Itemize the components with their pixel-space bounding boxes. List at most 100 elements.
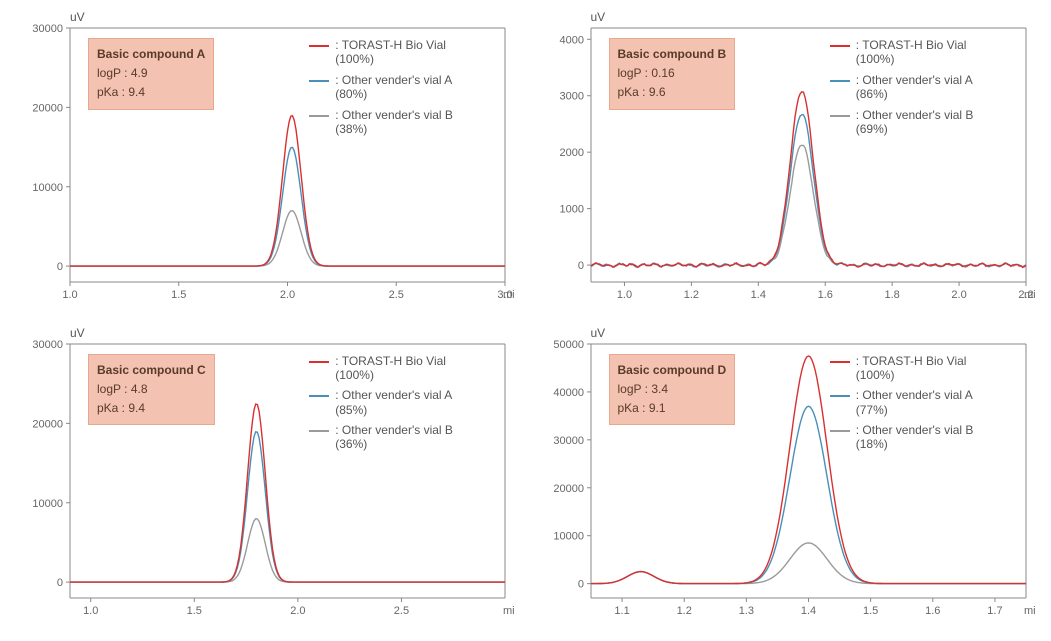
svg-text:30000: 30000 (32, 23, 63, 35)
compound-logp: logP : 4.8 (97, 380, 206, 399)
svg-text:1.5: 1.5 (862, 605, 877, 617)
legend: : TORAST-H Bio Vial(100%) : Other vender'… (309, 354, 453, 458)
legend-label: : TORAST-H Bio Vial(100%) (856, 354, 967, 383)
legend-swatch-icon (309, 115, 329, 117)
svg-text:1.1: 1.1 (614, 605, 629, 617)
svg-text:1.0: 1.0 (616, 289, 631, 301)
compound-logp: logP : 0.16 (618, 64, 727, 83)
x-unit-label: min (1024, 289, 1036, 301)
svg-text:2.0: 2.0 (280, 289, 295, 301)
svg-text:0: 0 (57, 261, 63, 273)
svg-text:1.7: 1.7 (987, 605, 1002, 617)
compound-logp: logP : 4.9 (97, 64, 205, 83)
svg-text:1.0: 1.0 (62, 289, 77, 301)
legend-item: : TORAST-H Bio Vial(100%) (830, 38, 974, 67)
compound-title: Basic compound A (97, 45, 205, 64)
svg-text:2.5: 2.5 (394, 605, 409, 617)
legend-label: : Other vender's vial B(69%) (856, 108, 974, 137)
chromatogram-trace (70, 211, 505, 266)
svg-text:1.0: 1.0 (83, 605, 98, 617)
legend-swatch-icon (830, 45, 850, 47)
chromatogram-trace (70, 518, 505, 581)
compound-title: Basic compound B (618, 45, 727, 64)
y-unit-label: uV (591, 326, 606, 340)
svg-text:10000: 10000 (32, 182, 63, 194)
svg-text:1.2: 1.2 (676, 605, 691, 617)
chart-panel-A: uV01000020000300001.01.52.02.53.0 minBas… (10, 10, 521, 316)
svg-text:1.3: 1.3 (738, 605, 753, 617)
svg-text:1.6: 1.6 (925, 605, 940, 617)
legend-label: : TORAST-H Bio Vial(100%) (856, 38, 967, 67)
compound-title: Basic compound C (97, 361, 206, 380)
legend-item: : Other vender's vial A(80%) (309, 73, 453, 102)
svg-text:1.4: 1.4 (750, 289, 765, 301)
x-unit-label: min (1024, 605, 1036, 617)
compound-info-box: Basic compound AlogP : 4.9pKa : 9.4 (88, 38, 214, 110)
legend-item: : Other vender's vial B(38%) (309, 108, 453, 137)
legend-item: : Other vender's vial A(77%) (830, 388, 974, 417)
legend-label: : TORAST-H Bio Vial(100%) (335, 38, 446, 67)
compound-pka: pKa : 9.6 (618, 83, 727, 102)
legend-label: : Other vender's vial A(86%) (856, 73, 973, 102)
compound-info-box: Basic compound BlogP : 0.16pKa : 9.6 (609, 38, 736, 110)
compound-logp: logP : 3.4 (618, 380, 727, 399)
legend-label: : Other vender's vial B(18%) (856, 423, 974, 452)
legend-swatch-icon (830, 361, 850, 363)
legend-item: : TORAST-H Bio Vial(100%) (830, 354, 974, 383)
chromatogram-trace (591, 145, 1026, 267)
legend-swatch-icon (309, 395, 329, 397)
svg-text:0: 0 (577, 578, 583, 590)
compound-pka: pKa : 9.4 (97, 83, 205, 102)
chart-panel-D: uV010000200003000040000500001.11.21.31.4… (531, 326, 1042, 632)
x-unit-label: min (503, 605, 515, 617)
svg-text:20000: 20000 (32, 418, 63, 430)
compound-pka: pKa : 9.1 (618, 399, 727, 418)
y-unit-label: uV (591, 10, 606, 24)
y-unit-label: uV (70, 326, 85, 340)
svg-text:0: 0 (57, 577, 63, 589)
legend-item: : Other vender's vial B(69%) (830, 108, 974, 137)
svg-text:3000: 3000 (559, 91, 583, 103)
legend-item: : Other vender's vial A(86%) (830, 73, 974, 102)
compound-info-box: Basic compound ClogP : 4.8pKa : 9.4 (88, 354, 215, 426)
legend: : TORAST-H Bio Vial(100%) : Other vender'… (830, 354, 974, 458)
svg-text:2.0: 2.0 (951, 289, 966, 301)
svg-text:1.4: 1.4 (800, 605, 815, 617)
svg-text:1.8: 1.8 (884, 289, 899, 301)
compound-pka: pKa : 9.4 (97, 399, 206, 418)
legend-label: : Other vender's vial B(36%) (335, 423, 453, 452)
svg-text:10000: 10000 (553, 530, 584, 542)
svg-text:30000: 30000 (32, 339, 63, 351)
legend-swatch-icon (830, 80, 850, 82)
legend-label: : Other vender's vial A(85%) (335, 388, 452, 417)
legend-label: : Other vender's vial A(80%) (335, 73, 452, 102)
svg-text:1.5: 1.5 (171, 289, 186, 301)
y-unit-label: uV (70, 10, 85, 24)
compound-info-box: Basic compound DlogP : 3.4pKa : 9.1 (609, 354, 736, 426)
legend-item: : TORAST-H Bio Vial(100%) (309, 354, 453, 383)
legend-swatch-icon (830, 115, 850, 117)
legend-swatch-icon (830, 430, 850, 432)
svg-text:4000: 4000 (559, 34, 583, 46)
legend-swatch-icon (309, 361, 329, 363)
svg-text:20000: 20000 (32, 102, 63, 114)
x-unit-label: min (503, 289, 515, 301)
chart-panel-C: uV01000020000300001.01.52.02.5 minBasic … (10, 326, 521, 632)
svg-text:20000: 20000 (553, 482, 584, 494)
legend-item: : Other vender's vial B(18%) (830, 423, 974, 452)
compound-title: Basic compound D (618, 361, 727, 380)
svg-text:2.0: 2.0 (290, 605, 305, 617)
legend-swatch-icon (309, 45, 329, 47)
legend-item: : Other vender's vial B(36%) (309, 423, 453, 452)
svg-text:2000: 2000 (559, 147, 583, 159)
legend-item: : Other vender's vial A(85%) (309, 388, 453, 417)
svg-text:50000: 50000 (553, 339, 584, 351)
legend: : TORAST-H Bio Vial(100%) : Other vender'… (309, 38, 453, 142)
svg-text:10000: 10000 (32, 497, 63, 509)
svg-text:1.6: 1.6 (817, 289, 832, 301)
legend-swatch-icon (309, 80, 329, 82)
svg-text:1.2: 1.2 (683, 289, 698, 301)
legend-label: : Other vender's vial A(77%) (856, 388, 973, 417)
chart-panel-B: uV010002000300040001.01.21.41.61.82.02.2… (531, 10, 1042, 316)
legend-label: : TORAST-H Bio Vial(100%) (335, 354, 446, 383)
